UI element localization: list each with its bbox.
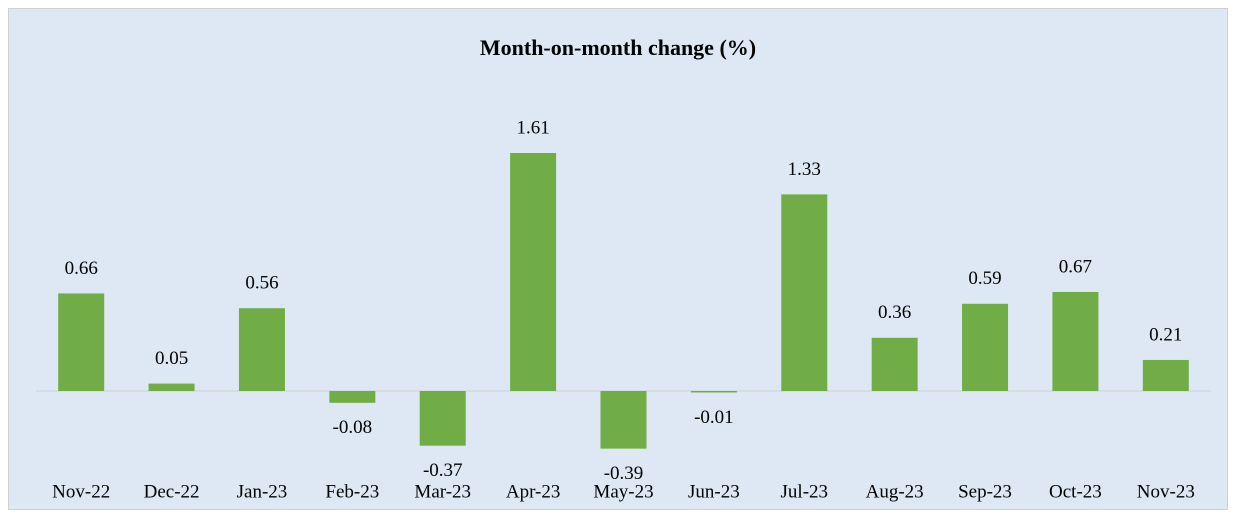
x-tick-label: Oct-23 [1049, 481, 1102, 502]
bar [58, 293, 105, 391]
bar [962, 303, 1009, 391]
x-tick-label: Feb-23 [325, 481, 379, 502]
bar [871, 337, 918, 391]
data-label: 0.66 [65, 258, 98, 279]
x-tick-label: Mar-23 [414, 481, 471, 502]
x-tick-label: Jul-23 [781, 481, 829, 502]
data-label: -0.39 [604, 463, 644, 484]
data-label: -0.08 [333, 417, 373, 438]
x-tick-label: Sep-23 [958, 481, 1012, 502]
bar [1142, 359, 1189, 391]
data-label: 0.56 [245, 273, 278, 294]
x-tick-label: Nov-22 [52, 481, 110, 502]
bar [1052, 291, 1099, 391]
bar [238, 308, 285, 391]
data-label: 0.36 [878, 302, 911, 323]
x-tick-label: Jun-23 [688, 481, 740, 502]
bar [510, 153, 557, 391]
x-tick-label: Aug-23 [866, 481, 924, 502]
chart-title: Month-on-month change (%) [480, 35, 756, 60]
data-label: 1.33 [788, 159, 821, 180]
bar [781, 194, 828, 391]
data-label: -0.37 [423, 460, 463, 481]
bar [600, 391, 647, 449]
data-label: 0.21 [1149, 324, 1182, 345]
x-tick-label: Nov-23 [1137, 481, 1195, 502]
data-label: 0.05 [155, 348, 188, 369]
bar [690, 391, 737, 393]
x-tick-label: Dec-22 [144, 481, 200, 502]
data-label: 1.61 [516, 117, 549, 138]
x-tick-label: Jan-23 [237, 481, 288, 502]
x-tick-label: Apr-23 [506, 481, 561, 502]
data-label: 0.67 [1059, 256, 1092, 277]
data-label: -0.01 [694, 407, 734, 428]
bar [419, 391, 466, 446]
bar [148, 383, 195, 391]
x-tick-label: May-23 [593, 481, 653, 502]
data-label: 0.59 [968, 268, 1001, 289]
bar [329, 391, 376, 403]
